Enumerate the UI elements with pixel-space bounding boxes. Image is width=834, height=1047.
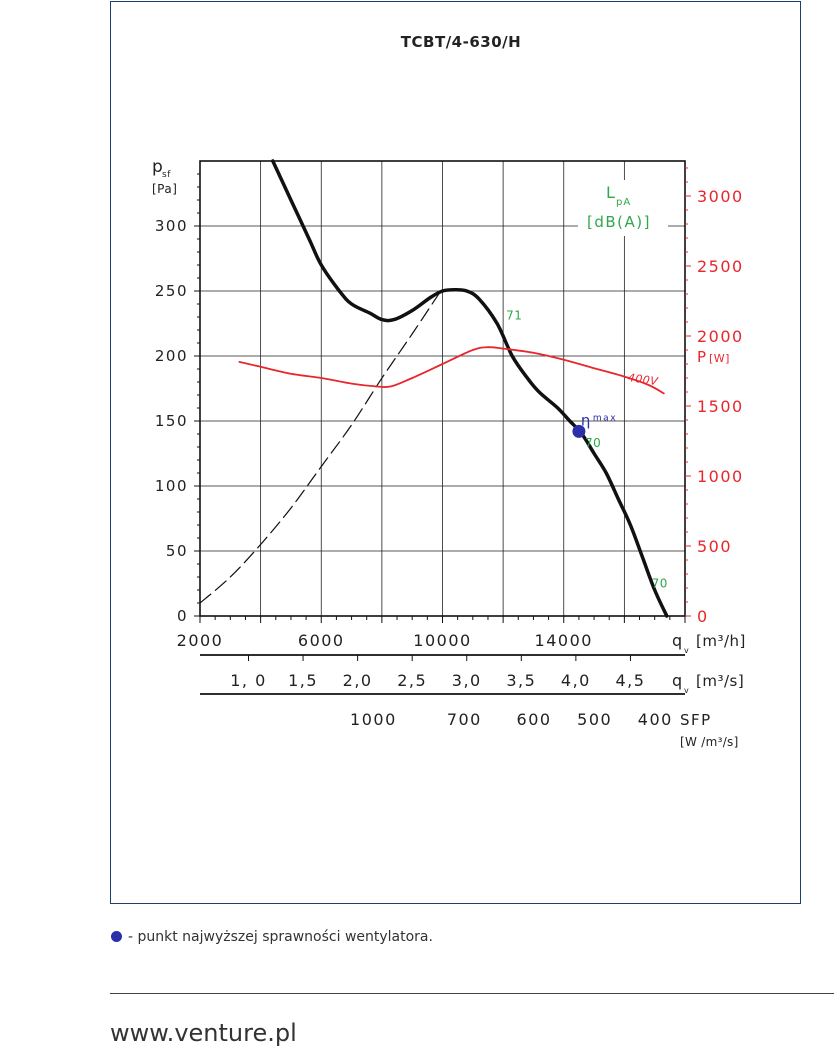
annotation-voltage: 400V: [627, 371, 660, 388]
right-tick-label: 1500: [697, 397, 744, 416]
x-tick-label-m3s: 4,0: [561, 671, 591, 690]
x-tick-label-sfp: 1000: [350, 710, 397, 729]
efficiency-point-icon: [111, 931, 122, 942]
fan-performance-chart: TCBT/4-630/H 0 50 100 150 200 250 300 psf [Pa] 0 50…: [152, 33, 746, 749]
right-tick-label: 1000: [697, 467, 744, 486]
x-axis-label-m3s-subscript: v: [684, 686, 689, 695]
right-tick-label: 2000: [697, 327, 744, 346]
annotation-lpa-value: 70: [652, 576, 668, 590]
x-tick-label-m3s: 3,0: [452, 671, 482, 690]
x-axis-unit-sfp: [W /m³/s]: [680, 735, 739, 749]
series-power-curve-right-axis: [238, 346, 665, 395]
x-tick-label-m3h: 10000: [413, 631, 471, 650]
annotation-lpa-value: 70: [585, 436, 601, 450]
x-axis-label-m3h: q: [672, 631, 683, 650]
lpa-unit: [dB(A)]: [587, 213, 651, 231]
x-axis-unit-m3h: [m³/h]: [696, 632, 746, 650]
x-tick-label-m3s: 4,5: [615, 671, 645, 690]
y-axis-unit: [Pa]: [152, 182, 177, 196]
chart-title: TCBT/4-630/H: [401, 33, 521, 51]
x-axis-unit-m3s: [m³/s]: [696, 672, 744, 690]
footer-url: www.venture.pl: [110, 1019, 297, 1047]
efficiency-point-label: η: [581, 411, 591, 429]
y-tick-label: 300: [155, 217, 188, 235]
legend-note: - punkt najwyższej sprawności wentylator…: [111, 929, 433, 945]
annotation-lpa-value: 71: [506, 309, 522, 323]
right-tick-label: 2500: [697, 257, 744, 276]
x-tick-label-m3h: 2000: [177, 631, 224, 650]
x-axis-label-sfp: SFP: [680, 711, 712, 729]
x-tick-label-sfp: 500: [577, 710, 612, 729]
x-tick-label-m3h: 14000: [535, 631, 593, 650]
x-tick-label-m3s: 1,5: [288, 671, 318, 690]
y-tick-label: 200: [155, 347, 188, 365]
x-tick-label-m3h: 6000: [298, 631, 345, 650]
legend-note-text: - punkt najwyższej sprawności wentylator…: [128, 929, 433, 945]
efficiency-point-label-subscript: max: [593, 413, 617, 423]
y-axis-label: p: [152, 157, 164, 177]
x-tick-label-m3s: 3,5: [506, 671, 536, 690]
lpa-label-background: [578, 180, 668, 236]
right-tick-label: 0: [697, 607, 709, 626]
x-tick-label-m3s: 2,0: [343, 671, 373, 690]
x-axis-label-m3s: q: [672, 671, 683, 690]
lpa-label: L: [606, 183, 616, 202]
footer-divider: [110, 993, 834, 994]
y-axis-label-subscript: sf: [162, 170, 171, 180]
y-tick-label: 50: [166, 542, 188, 560]
series-fan-curve: [271, 159, 669, 618]
x-axis-label-m3h-subscript: v: [684, 646, 689, 655]
x-tick-label-sfp: 700: [447, 710, 482, 729]
x-tick-label-m3s: 1, 0: [230, 671, 267, 690]
x-tick-label-sfp: 600: [517, 710, 552, 729]
right-axis-label: P: [697, 348, 707, 366]
y-tick-label: 150: [155, 412, 188, 430]
right-axis-unit: [W]: [709, 352, 730, 365]
chart-frame: [110, 1, 801, 904]
y-tick-label: 0: [177, 607, 188, 625]
right-tick-label: 500: [697, 537, 732, 556]
lpa-label-subscript: pA: [616, 197, 631, 208]
y-tick-label: 100: [155, 477, 188, 495]
efficiency-point-marker: [572, 424, 586, 438]
x-tick-label-sfp: 400: [638, 710, 673, 729]
series-system-curve: [199, 287, 444, 604]
x-tick-label-m3s: 2,5: [397, 671, 427, 690]
y-tick-label: 250: [155, 282, 188, 300]
right-tick-label: 3000: [697, 187, 744, 206]
